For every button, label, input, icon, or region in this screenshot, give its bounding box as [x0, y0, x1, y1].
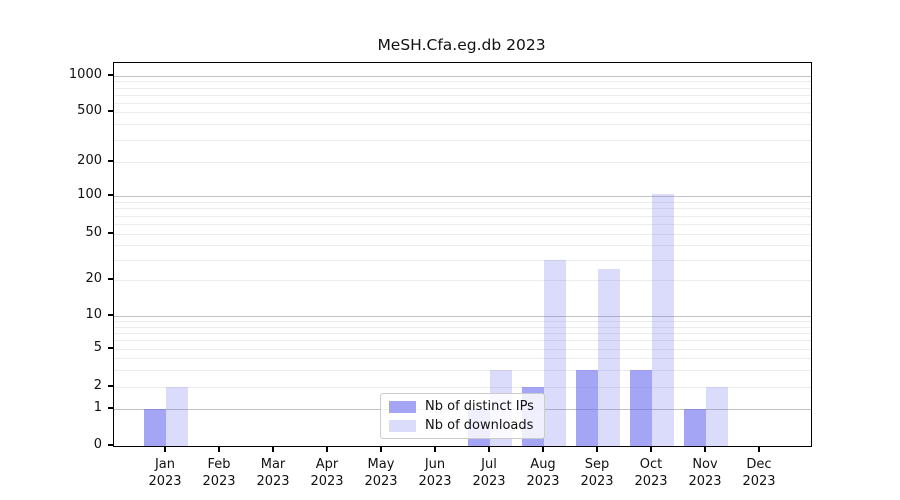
gridline-y-8: [114, 326, 811, 328]
y-tick-mark-100: [108, 194, 113, 196]
y-axis-tick-label-10: 10: [85, 307, 102, 322]
x-axis-tick-label-mar: Mar 2023: [256, 457, 290, 489]
gridline-y-900: [114, 81, 811, 83]
gridline-y-9: [114, 321, 811, 323]
y-tick-mark-200: [108, 160, 113, 162]
bar-distinct-ips-oct: [630, 370, 652, 446]
x-axis-tick-label-feb: Feb 2023: [202, 457, 236, 489]
gridline-y-300: [114, 139, 811, 141]
legend-swatch-downloads: [389, 419, 416, 432]
x-tick-mark-aug: [542, 447, 544, 452]
x-tick-mark-feb: [218, 447, 220, 452]
gridline-y-200: [114, 162, 811, 163]
gridline-y-700: [114, 94, 811, 96]
bar-distinct-ips-nov: [684, 409, 706, 446]
bar-downloads-sep: [598, 268, 620, 446]
y-tick-mark-0: [108, 444, 113, 446]
x-axis-tick-label-nov: Nov 2023: [688, 457, 722, 489]
y-axis-tick-label-20: 20: [85, 271, 102, 286]
x-axis-tick-label-jan: Jan 2023: [148, 457, 182, 489]
gridline-y-5: [114, 348, 811, 350]
bar-distinct-ips-sep: [576, 370, 598, 446]
y-tick-mark-5: [108, 347, 113, 349]
y-tick-mark-50: [108, 232, 113, 234]
y-axis-tick-label-200: 200: [77, 153, 102, 168]
x-axis-tick-label-dec: Dec 2023: [742, 457, 776, 489]
x-tick-mark-oct: [650, 447, 652, 452]
legend-swatch-distinct-ips: [389, 400, 416, 413]
chart-title: MeSH.Cfa.eg.db 2023: [377, 36, 546, 54]
gridline-y-80: [114, 208, 811, 210]
x-tick-mark-sep: [596, 447, 598, 452]
y-axis-tick-label-2: 2: [93, 378, 102, 394]
y-axis-tick-label-0: 0: [93, 437, 102, 452]
gridline-y-100: [114, 196, 811, 198]
gridline-y-40: [114, 245, 811, 247]
y-tick-mark-1000: [108, 74, 113, 76]
bar-distinct-ips-jan: [144, 409, 166, 446]
x-axis-tick-label-jun: Jun 2023: [418, 457, 452, 489]
x-tick-mark-dec: [758, 447, 760, 452]
y-tick-mark-20: [108, 278, 113, 280]
x-axis-tick-label-aug: Aug 2023: [526, 457, 560, 489]
x-tick-mark-mar: [272, 447, 274, 452]
legend-item-distinct-ips: Nb of distinct IPs: [389, 399, 534, 414]
x-tick-mark-nov: [704, 447, 706, 452]
gridline-y-500: [114, 111, 811, 113]
y-axis-tick-label-1000: 1000: [68, 66, 102, 82]
legend-label-distinct-ips: Nb of distinct IPs: [425, 399, 534, 414]
gridline-y-600: [114, 102, 811, 104]
x-axis-tick-label-jul: Jul 2023: [472, 457, 506, 489]
y-axis-tick-label-100: 100: [77, 187, 102, 203]
x-tick-mark-jul: [488, 447, 490, 452]
x-axis-tick-label-may: May 2023: [364, 457, 398, 489]
gridline-y-7: [114, 332, 811, 334]
bar-downloads-oct: [652, 193, 674, 446]
bar-downloads-jan: [166, 387, 188, 446]
legend: Nb of distinct IPs Nb of downloads: [380, 393, 545, 439]
gridline-y-2: [114, 387, 811, 389]
bar-downloads-nov: [706, 387, 728, 446]
x-axis-tick-label-oct: Oct 2023: [634, 457, 668, 489]
gridline-y-3: [114, 370, 811, 372]
legend-label-downloads: Nb of downloads: [425, 418, 534, 433]
gridline-y-6: [114, 340, 811, 342]
y-tick-mark-2: [108, 385, 113, 387]
x-tick-mark-jan: [164, 447, 166, 452]
x-tick-mark-jun: [434, 447, 436, 452]
gridline-y-20: [114, 280, 811, 281]
bar-downloads-aug: [544, 259, 566, 446]
gridline-y-90: [114, 201, 811, 203]
y-axis-tick-label-500: 500: [77, 102, 102, 118]
gridline-y-70: [114, 215, 811, 217]
gridline-y-10: [114, 316, 811, 317]
y-tick-mark-500: [108, 110, 113, 112]
gridline-y-30: [114, 259, 811, 261]
x-axis-tick-label-sep: Sep 2023: [580, 457, 614, 489]
gridline-y-800: [114, 87, 811, 89]
y-axis-tick-label-5: 5: [93, 339, 102, 355]
gridline-y-50: [114, 234, 811, 235]
gridline-y-1000: [114, 75, 811, 77]
y-tick-mark-1: [108, 407, 113, 409]
gridline-y-400: [114, 124, 811, 126]
x-tick-mark-may: [380, 447, 382, 452]
plot-area: Nb of distinct IPs Nb of downloads: [113, 62, 812, 447]
x-tick-mark-apr: [326, 447, 328, 452]
gridline-y-60: [114, 224, 811, 226]
y-axis-tick-label-1: 1: [93, 400, 102, 415]
y-axis-tick-label-50: 50: [85, 225, 102, 240]
x-axis-tick-label-apr: Apr 2023: [310, 457, 344, 489]
gridline-y-4: [114, 358, 811, 360]
legend-item-downloads: Nb of downloads: [389, 418, 534, 433]
y-tick-mark-10: [108, 314, 113, 316]
